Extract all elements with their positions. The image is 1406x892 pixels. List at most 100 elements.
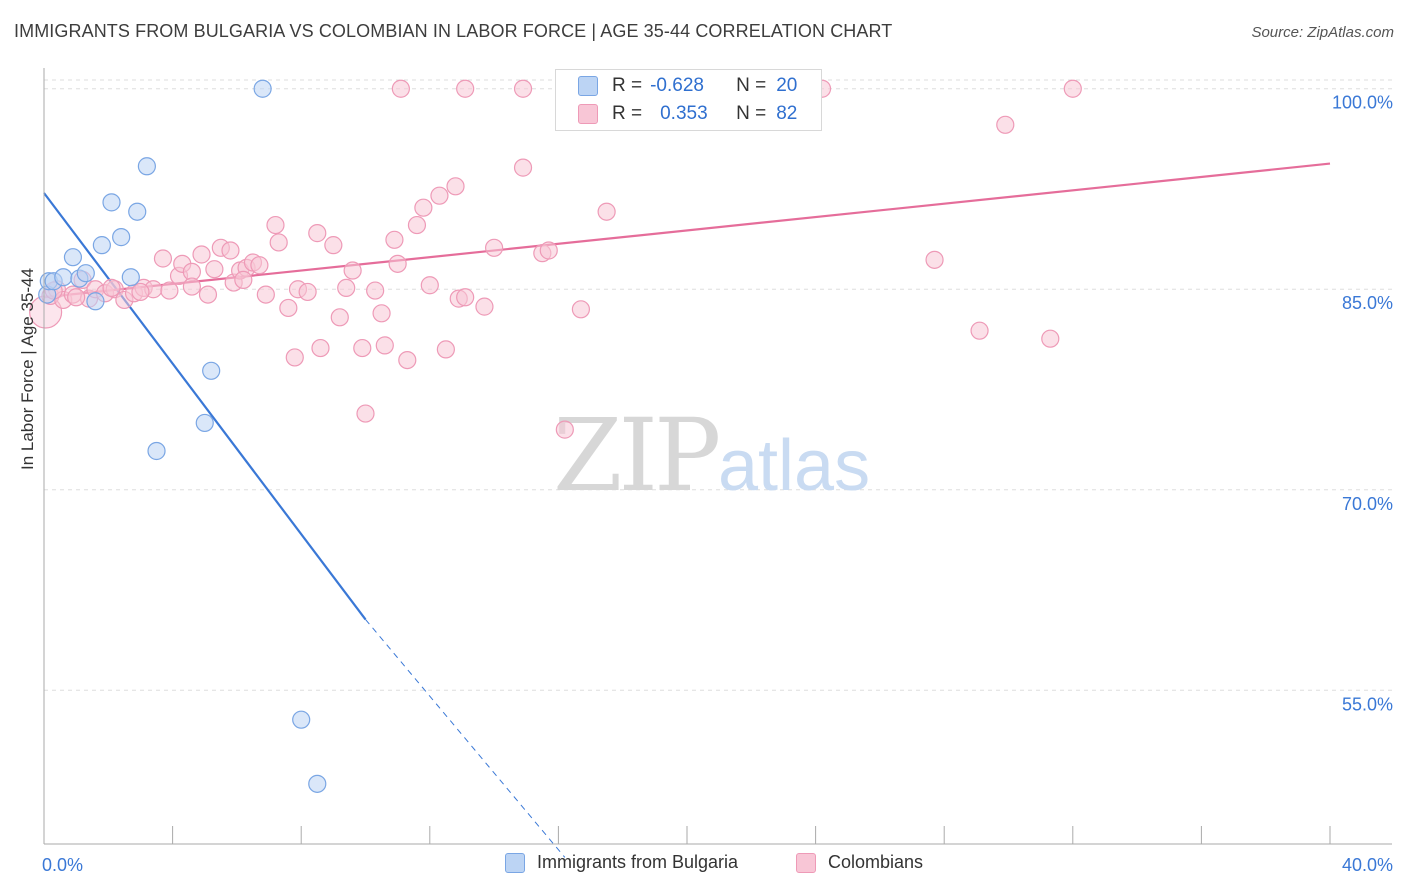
data-point-colombians <box>446 177 465 196</box>
data-point-colombians <box>160 281 179 300</box>
y-tick-label: 100.0% <box>1332 93 1393 113</box>
data-point-bulgaria <box>76 264 95 283</box>
trendline-bulgaria <box>43 192 367 621</box>
data-point-colombians <box>485 238 504 257</box>
data-point-colombians <box>388 254 407 273</box>
data-point-colombians <box>330 308 349 327</box>
legend-label-colombians: Colombians <box>828 852 924 872</box>
data-point-colombians <box>250 256 269 275</box>
data-point-bulgaria <box>195 413 214 433</box>
bottom-legend: Immigrants from Bulgaria Colombians <box>0 852 1406 878</box>
stats-n-value: 82 <box>776 103 798 124</box>
data-point-colombians <box>182 277 201 296</box>
data-point-bulgaria <box>112 228 131 247</box>
watermark-atlas: atlas <box>718 426 870 506</box>
stats-swatch-colombians <box>578 104 598 124</box>
data-point-colombians <box>996 115 1015 134</box>
data-point-colombians <box>298 282 317 302</box>
stats-row-colombians: R = 0.353 N = 82 <box>578 101 798 127</box>
data-point-colombians <box>311 338 330 358</box>
data-point-colombians <box>1063 79 1082 98</box>
stats-legend: R = -0.628 N = 20 R = 0.353 N = 82 <box>555 69 822 131</box>
legend-item-bulgaria[interactable]: Immigrants from Bulgaria <box>505 852 738 873</box>
data-point-colombians <box>456 79 475 98</box>
data-point-colombians <box>221 241 240 260</box>
data-point-colombians <box>1041 329 1060 348</box>
data-point-bulgaria <box>102 193 121 212</box>
data-point-colombians <box>67 288 86 307</box>
data-point-colombians <box>407 215 427 235</box>
data-point-colombians <box>597 202 616 221</box>
data-point-bulgaria <box>137 157 156 176</box>
data-point-bulgaria <box>253 79 272 98</box>
data-point-colombians <box>513 79 533 98</box>
data-point-bulgaria <box>92 236 111 255</box>
data-point-bulgaria <box>292 710 311 729</box>
data-point-colombians <box>266 215 285 235</box>
data-point-colombians <box>372 304 391 323</box>
data-point-colombians <box>436 340 455 359</box>
data-point-bulgaria <box>308 774 327 793</box>
data-point-colombians <box>343 261 362 280</box>
stats-r-value: -0.628 <box>650 75 704 96</box>
data-point-colombians <box>513 158 533 177</box>
watermark-zip: ZIP <box>553 397 718 514</box>
data-point-colombians <box>366 281 385 300</box>
stats-n-value: 20 <box>776 75 798 96</box>
data-point-colombians <box>571 300 591 319</box>
x-tick-label: 0.0% <box>42 855 83 875</box>
data-point-colombians <box>456 288 475 307</box>
chart-title: IMMIGRANTS FROM BULGARIA VS COLOMBIAN IN… <box>14 21 893 41</box>
data-point-colombians <box>420 276 439 295</box>
legend-swatch-bulgaria <box>505 852 525 873</box>
y-tick-label: 70.0% <box>1342 494 1393 514</box>
data-point-colombians <box>279 298 298 318</box>
y-tick-label: 55.0% <box>1342 694 1393 714</box>
data-point-colombians <box>398 350 417 370</box>
trendline-colombians <box>43 162 1331 299</box>
data-point-colombians <box>337 278 356 298</box>
data-point-colombians <box>430 186 449 205</box>
data-point-colombians <box>353 338 372 358</box>
data-point-colombians <box>925 250 944 269</box>
data-point-bulgaria <box>147 441 166 461</box>
x-tick-label: 40.0% <box>1342 855 1393 875</box>
data-point-bulgaria <box>128 202 147 221</box>
stats-r-value: 0.353 <box>660 103 708 124</box>
source-label: Source: ZipAtlas.com <box>1251 24 1394 41</box>
data-point-colombians <box>256 285 275 304</box>
data-point-colombians <box>234 270 253 289</box>
data-point-colombians <box>475 297 494 316</box>
data-point-bulgaria <box>86 292 105 311</box>
data-point-bulgaria <box>202 361 221 380</box>
data-point-colombians <box>324 236 343 255</box>
data-point-colombians <box>375 336 394 355</box>
data-point-colombians <box>269 233 288 252</box>
data-point-bulgaria <box>54 268 73 287</box>
data-point-colombians <box>414 198 433 217</box>
data-point-colombians <box>153 249 173 268</box>
data-point-colombians <box>285 348 304 367</box>
stats-n-label: N = <box>736 103 767 124</box>
trendline-bulgaria-extension <box>365 619 566 858</box>
stats-r-label: R = <box>612 103 643 124</box>
data-point-colombians <box>308 224 327 243</box>
data-point-colombians <box>555 420 574 439</box>
stats-swatch-bulgaria <box>578 76 598 96</box>
data-point-colombians <box>205 260 224 279</box>
data-point-bulgaria <box>121 268 140 287</box>
data-point-colombians <box>539 241 558 260</box>
y-tick-label: 85.0% <box>1342 293 1393 313</box>
stats-row-bulgaria: R = -0.628 N = 20 <box>578 73 798 99</box>
data-point-colombians <box>385 230 404 249</box>
data-point-colombians <box>356 404 375 423</box>
stats-n-label: N = <box>736 75 767 96</box>
data-point-bulgaria <box>63 248 83 267</box>
y-axis-label: In Labor Force | Age 35-44 <box>18 268 37 470</box>
data-point-colombians <box>102 278 121 298</box>
data-point-colombians <box>131 282 150 302</box>
stats-r-label: R = <box>612 75 643 96</box>
data-point-colombians <box>391 79 410 98</box>
legend-item-colombians[interactable]: Colombians <box>796 852 923 873</box>
